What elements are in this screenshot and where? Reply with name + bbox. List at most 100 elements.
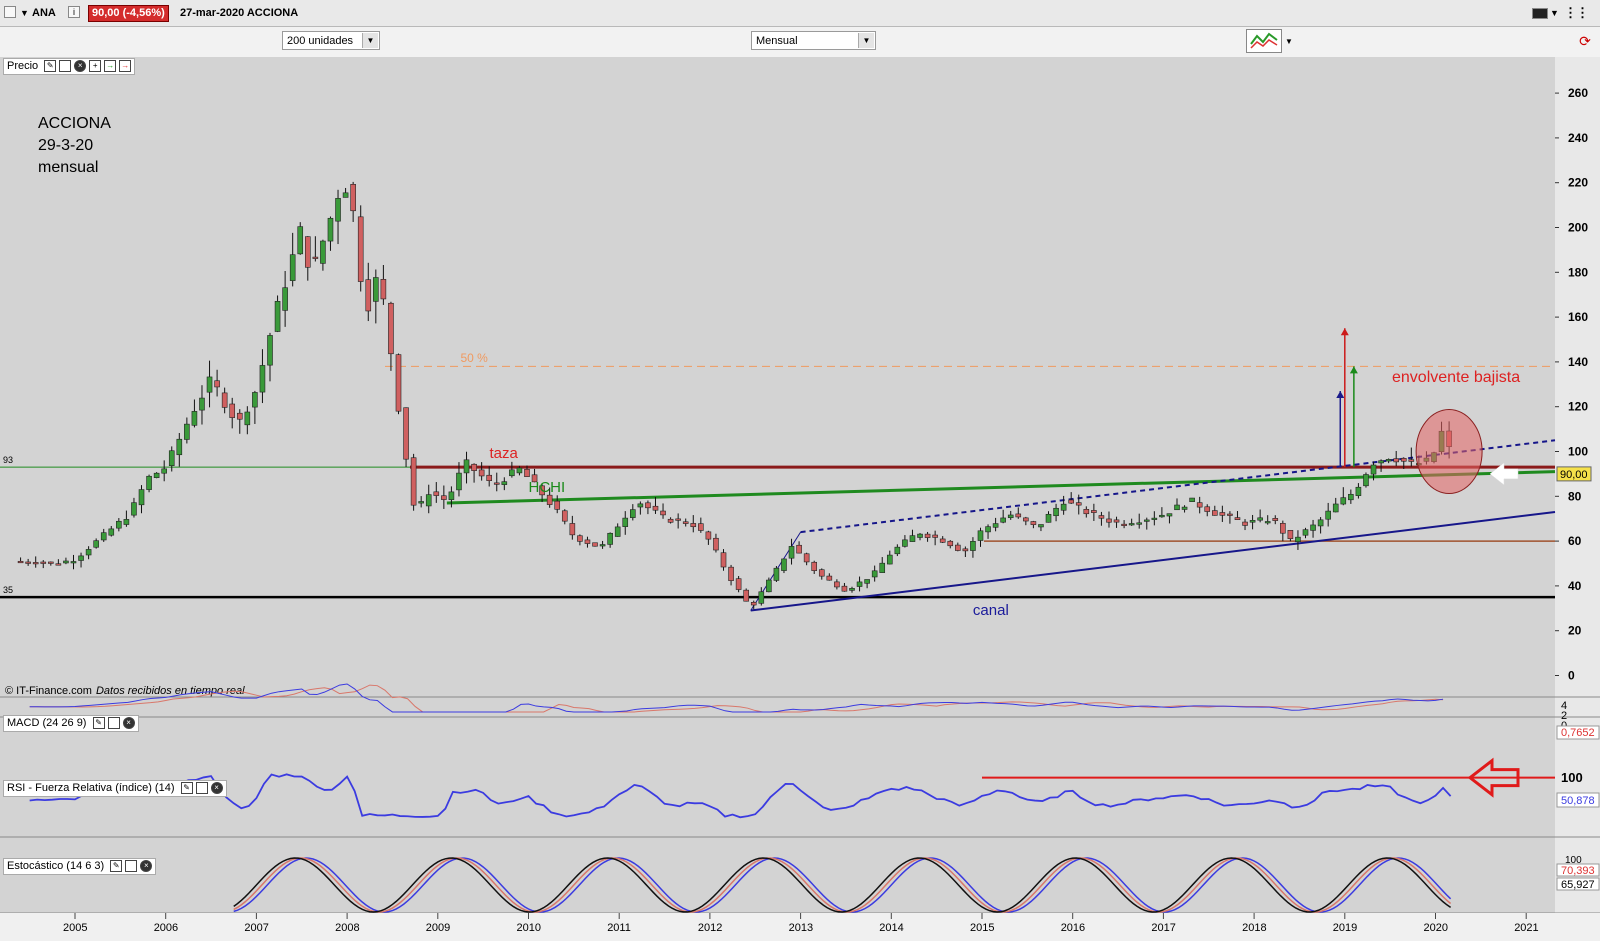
candle-body [1363,474,1369,487]
candle-body [841,585,848,592]
units-select[interactable]: 200 unidades ▼ [282,31,380,50]
candle-body [206,376,213,393]
candle-body [1332,503,1339,513]
close-icon[interactable]: × [140,860,153,873]
close-icon[interactable]: × [74,60,87,73]
close-icon[interactable]: × [122,717,135,730]
candle-body [826,575,833,581]
credit-text: © IT-Finance.com Datos recibidos en tiemp… [5,685,245,697]
candle-body [1400,458,1407,462]
candle-body [675,518,681,521]
candle-body [1106,518,1112,523]
chart-toolbar: 200 unidades ▼ Mensual ▼ ▼ ⟳ [0,27,1600,58]
chevron-down-icon[interactable]: ▼ [362,33,378,48]
info-icon[interactable]: i [68,6,80,18]
refresh-icon[interactable]: ⟳ [1579,33,1591,49]
candle-body [667,518,674,523]
candle-body [1355,486,1362,496]
candle-body [282,287,288,311]
stochastic-panel-title: Estocástico (14 6 3) [7,860,105,872]
maximize-icon[interactable] [59,60,72,73]
x-tick-label: 2020 [1424,922,1448,934]
wrench-icon[interactable]: ✎ [44,60,57,73]
candle-body [614,526,621,537]
wrench-icon[interactable]: ✎ [92,717,105,730]
candle-body [985,526,991,533]
last-price-text: 90,00 [1560,469,1588,481]
candle-body [335,198,341,222]
candle-body [970,541,976,551]
candle-body [811,561,818,571]
x-tick-label: 2007 [244,922,268,934]
dropdown-arrow-icon[interactable]: ▼ [20,8,29,18]
candle-body [886,554,893,565]
stoch-d-text: 65,927 [1561,879,1595,891]
chart-note: ACCIONA [38,115,111,132]
x-tick-label: 2008 [335,922,359,934]
candle-body [1272,518,1279,521]
export-icon[interactable]: → [104,60,117,73]
candle-body [766,579,772,593]
candle-body [176,438,183,456]
candle-body [267,335,273,366]
maximize-icon[interactable] [195,782,208,795]
dropdown-arrow-icon[interactable]: ▼ [1550,8,1559,18]
maximize-icon[interactable] [107,717,120,730]
candle-body [622,517,629,527]
candle-body [713,537,719,551]
wrench-icon[interactable]: ✎ [110,860,123,873]
candle-body [70,561,77,564]
candle-body [93,540,99,548]
options-icon[interactable]: ⋮ [1576,5,1589,20]
fib-label: 50 % [460,351,488,365]
keyboard-icon[interactable] [1532,8,1548,19]
candle-body [720,552,727,568]
maximize-icon[interactable] [125,860,138,873]
candle-body [486,474,492,481]
candle-body [1136,522,1143,525]
wrench-icon[interactable]: ✎ [180,782,193,795]
candle-body [297,226,304,255]
candle-body [1151,517,1158,520]
y-tick-label: 140 [1568,355,1588,369]
candle-body [25,561,31,564]
engulfing-label: envolvente bajista [1392,369,1520,386]
candle-body [471,463,477,471]
candle-body [1166,513,1173,517]
candle-body [448,491,455,500]
price-panel-label: Precio ✎ × + → → [3,58,136,75]
candle-body [1204,506,1211,512]
candle-body [509,469,515,477]
candle-body [403,407,409,460]
candle-body [395,354,402,412]
candle-body [191,411,198,426]
symbol-label: ANA [32,7,56,19]
candle-body [478,469,485,477]
options-icon[interactable]: ⋮ [1564,5,1577,20]
candle-body [584,539,591,544]
candle-body [1098,515,1105,519]
x-tick-label: 2014 [879,922,903,934]
y-tick-label: 120 [1568,400,1588,414]
x-tick-label: 2011 [607,922,631,934]
period-select[interactable]: Mensual ▼ [751,31,876,50]
chart-type-icon[interactable] [1246,29,1282,53]
candle-body [690,523,697,528]
candle-body [259,365,266,393]
add-icon[interactable]: + [89,60,102,73]
y-tick-label: 20 [1568,624,1582,638]
y-tick-label: 80 [1568,489,1582,503]
chevron-down-icon[interactable]: ▼ [858,33,874,48]
export-icon[interactable]: → [119,60,132,73]
engulfing-circle [1415,409,1483,494]
rsi-value-text: 50,878 [1561,795,1595,807]
candle-body [1030,521,1037,525]
x-tick-label: 2019 [1333,922,1357,934]
candle-body [123,519,130,525]
close-icon[interactable]: × [210,782,223,795]
chevron-down-icon[interactable]: ▼ [1285,37,1293,46]
candle-body [418,501,424,504]
candle-body [342,192,349,198]
window-icon[interactable] [4,6,16,18]
candle-body [796,544,802,554]
